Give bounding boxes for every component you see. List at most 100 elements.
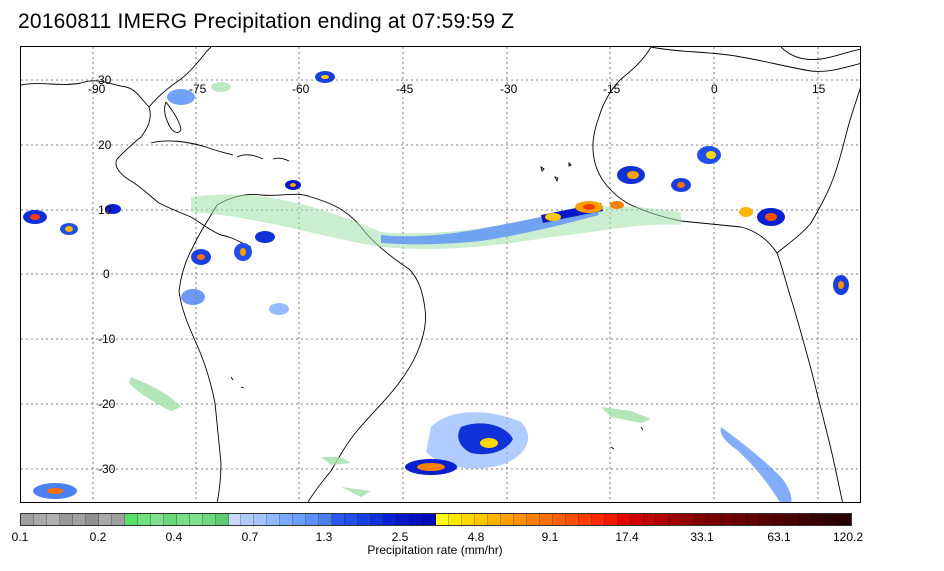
- lat-label: 10: [98, 203, 112, 217]
- colorbar-label: Precipitation rate (mm/hr): [367, 543, 503, 557]
- lon-label: -90: [88, 82, 106, 96]
- lat-label: 0: [103, 267, 110, 281]
- colorbar-swatch: [643, 514, 657, 525]
- colorbar-tick: 9.1: [541, 530, 559, 544]
- colorbar-tick: 0.7: [241, 530, 259, 544]
- colorbar-swatch: [150, 514, 164, 525]
- colorbar-swatch: [539, 514, 553, 525]
- lon-label: -30: [500, 82, 518, 96]
- lon-label: 0: [711, 82, 718, 96]
- colorbar-swatch: [176, 514, 190, 525]
- colorbar-swatch: [799, 514, 813, 525]
- colorbar-swatch: [773, 514, 787, 525]
- colorbar-swatch: [189, 514, 203, 525]
- colorbar-swatch: [124, 514, 138, 525]
- colorbar-swatch: [708, 514, 722, 525]
- colorbar-swatch: [215, 514, 229, 525]
- colorbar-swatch: [617, 514, 631, 525]
- precipitation-map: -90 -75 -60 -45 -30 -15 0 15 30 20 10 0 …: [20, 46, 861, 503]
- colorbar-swatch: [487, 514, 501, 525]
- colorbar-swatch: [163, 514, 177, 525]
- colorbar-swatch: [306, 514, 320, 525]
- colorbar-swatch: [630, 514, 644, 525]
- colorbar-swatch: [838, 514, 851, 525]
- colorbar-swatch: [111, 514, 125, 525]
- colorbar-swatch: [202, 514, 216, 525]
- colorbar-swatch: [21, 514, 34, 525]
- lat-label: 30: [98, 73, 112, 87]
- colorbar-swatch: [33, 514, 47, 525]
- colorbar-swatch: [98, 514, 112, 525]
- colorbar-swatch: [423, 514, 436, 525]
- lon-label: -75: [189, 82, 207, 96]
- colorbar-swatch: [85, 514, 99, 525]
- colorbar-tick: 2.5: [391, 530, 409, 544]
- colorbar: [20, 513, 852, 526]
- colorbar-swatch: [371, 514, 385, 525]
- colorbar-swatch: [241, 514, 255, 525]
- colorbar-swatch: [604, 514, 618, 525]
- lon-label: -15: [603, 82, 621, 96]
- colorbar-swatch: [410, 514, 424, 525]
- colorbar-swatch: [552, 514, 566, 525]
- colorbar-tick: 17.4: [615, 530, 639, 544]
- colorbar-swatch: [267, 514, 281, 525]
- colorbar-swatch: [293, 514, 307, 525]
- colorbar-tick: 4.8: [467, 530, 485, 544]
- colorbar-swatch: [565, 514, 579, 525]
- colorbar-swatch: [59, 514, 73, 525]
- colorbar-swatch: [695, 514, 709, 525]
- colorbar-tick: 1.3: [315, 530, 333, 544]
- colorbar-tick: 63.1: [767, 530, 791, 544]
- colorbar-swatch: [436, 514, 449, 525]
- colorbar-tick: 0.1: [11, 530, 29, 544]
- colorbar-tick: 33.1: [690, 530, 714, 544]
- colorbar-swatch: [332, 514, 346, 525]
- colorbar-swatch: [747, 514, 761, 525]
- colorbar-swatch: [760, 514, 774, 525]
- map-canvas: -90 -75 -60 -45 -30 -15 0 15 30 20 10 0 …: [21, 47, 860, 502]
- colorbar-swatch: [734, 514, 748, 525]
- lon-label: -45: [396, 82, 414, 96]
- colorbar-swatch: [72, 514, 86, 525]
- colorbar-swatch: [397, 514, 411, 525]
- colorbar-swatch: [578, 514, 592, 525]
- precipitation-field: [23, 71, 849, 502]
- lat-label: 20: [98, 138, 112, 152]
- colorbar-swatch: [812, 514, 826, 525]
- colorbar-swatch: [448, 514, 462, 525]
- colorbar-swatch: [254, 514, 268, 525]
- colorbar-swatch: [228, 514, 242, 525]
- colorbar-swatch: [500, 514, 514, 525]
- colorbar-swatch: [461, 514, 475, 525]
- colorbar-swatch: [656, 514, 670, 525]
- colorbar-tick: 120.2: [832, 530, 864, 544]
- colorbar-swatch: [280, 514, 294, 525]
- colorbar-swatch: [513, 514, 527, 525]
- colorbar-swatch: [384, 514, 398, 525]
- map-title: 20160811 IMERG Precipitation ending at 0…: [18, 10, 515, 33]
- colorbar-swatch: [137, 514, 151, 525]
- graticule: [21, 47, 860, 502]
- lon-label: -60: [292, 82, 310, 96]
- colorbar-tick: 0.2: [89, 530, 107, 544]
- coastlines: [21, 47, 860, 502]
- colorbar-swatch: [825, 514, 839, 525]
- colorbar-swatch: [721, 514, 735, 525]
- colorbar-swatch: [786, 514, 800, 525]
- colorbar-swatch: [345, 514, 359, 525]
- colorbar-swatch: [526, 514, 540, 525]
- colorbar-swatch: [474, 514, 488, 525]
- colorbar-swatch: [319, 514, 333, 525]
- lon-label: 15: [812, 82, 826, 96]
- colorbar-swatch: [682, 514, 696, 525]
- map-labels: -90 -75 -60 -45 -30 -15 0 15 30 20 10 0 …: [88, 73, 826, 476]
- colorbar-swatch: [669, 514, 683, 525]
- lat-label: -20: [98, 397, 116, 411]
- lat-label: -30: [98, 462, 116, 476]
- colorbar-swatch: [46, 514, 60, 525]
- colorbar-tick: 0.4: [165, 530, 183, 544]
- colorbar-swatch: [591, 514, 605, 525]
- lat-label: -10: [98, 332, 116, 346]
- colorbar-swatch: [358, 514, 372, 525]
